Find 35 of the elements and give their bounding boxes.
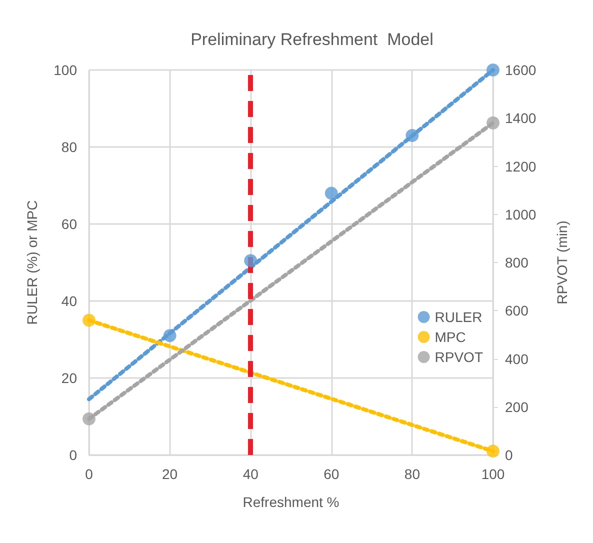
x-tick-label: 100: [481, 466, 505, 482]
y2-tick-label: 1400: [505, 110, 536, 126]
y2-tick-label: 800: [505, 254, 529, 270]
point: [163, 329, 176, 342]
y2-axis-title: RPVOT (min): [554, 220, 570, 304]
y2-tick-label: 600: [505, 302, 529, 319]
point: [244, 254, 258, 268]
x-tick-label: 0: [85, 466, 94, 482]
y2-tick-label: 0: [505, 447, 513, 463]
y-tick-label: 60: [61, 216, 78, 232]
x-tick-label: 60: [324, 466, 340, 482]
y-tick-label: 80: [61, 139, 78, 155]
point: [486, 64, 500, 76]
point: [486, 444, 500, 458]
y2-tick-label: 400: [505, 350, 529, 367]
y2-tick-label: 1000: [505, 206, 536, 222]
x-axis-title: Refreshment %: [242, 494, 340, 510]
legend-label: RPVOT: [434, 349, 484, 365]
legend-label: RULER: [434, 309, 482, 325]
y-tick-label: 0: [69, 447, 78, 463]
point: [82, 314, 96, 327]
x-tick-label: 20: [162, 466, 178, 482]
point: [406, 128, 419, 142]
x-tick-label: 80: [404, 466, 420, 482]
y-tick-label: 100: [54, 62, 78, 78]
y2-tick-label: 1200: [505, 158, 536, 174]
legend-label: MPC: [434, 329, 466, 345]
y2-tick-label: 200: [505, 398, 529, 415]
point: [324, 186, 338, 200]
y-axis-title: RULER (%) or MPC: [24, 200, 40, 325]
y2-tick-label: 1600: [505, 62, 536, 78]
y-tick-label: 40: [61, 293, 78, 309]
chart-title: Preliminary Refreshment Model: [190, 30, 434, 49]
x-tick-label: 40: [242, 466, 259, 482]
y-tick-label: 20: [61, 370, 78, 386]
